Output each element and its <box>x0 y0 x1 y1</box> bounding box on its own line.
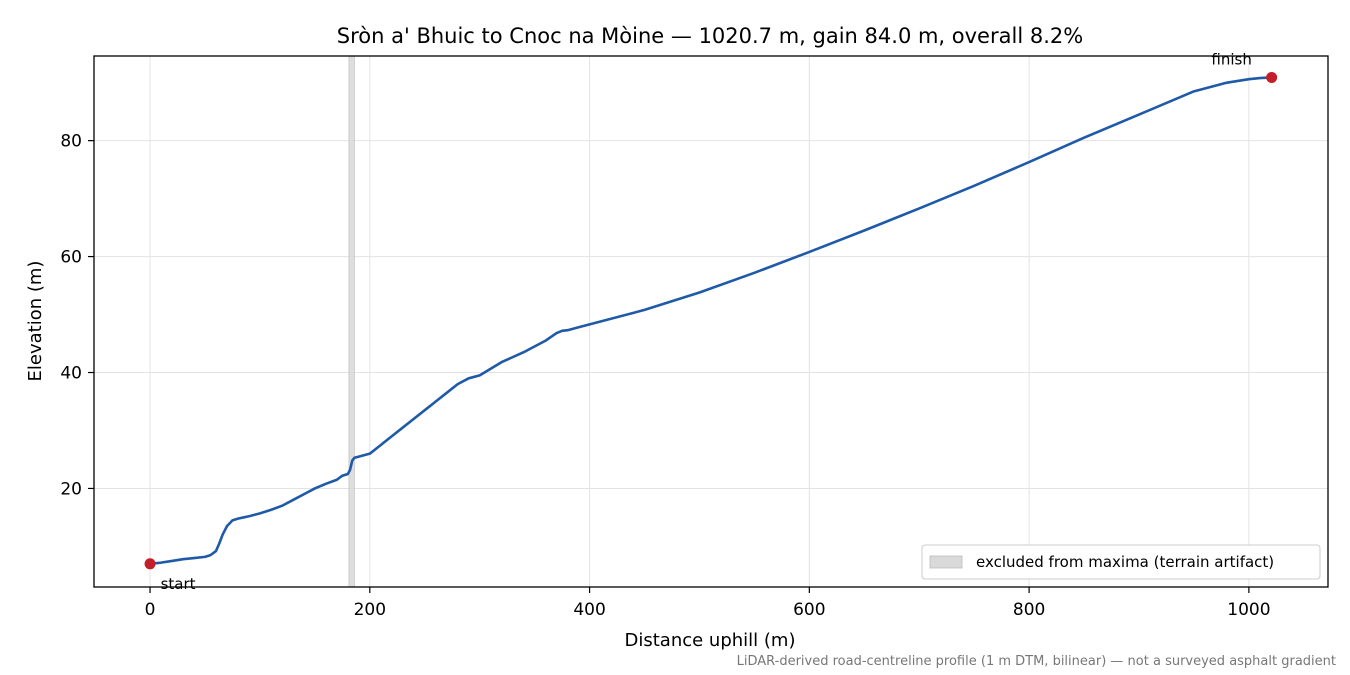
x-tick-label: 0 <box>145 600 156 620</box>
x-tick-label: 800 <box>1013 600 1045 620</box>
x-tick-label: 400 <box>573 600 605 620</box>
x-tick-label: 600 <box>793 600 825 620</box>
x-axis-label: Distance uphill (m) <box>625 630 796 651</box>
chart-title: Sròn a' Bhuic to Cnoc na Mòine — 1020.7 … <box>337 24 1083 48</box>
y-tick-label: 80 <box>60 132 82 152</box>
plot-area: start finish 0 200 400 600 800 1000 20 40 60 80 excl… <box>60 50 1329 620</box>
y-tick-label: 20 <box>60 479 82 499</box>
y-axis-label: Elevation (m) <box>25 261 46 382</box>
y-tick-label: 40 <box>60 364 82 384</box>
legend-label: excluded from maxima (terrain artifact) <box>976 553 1274 571</box>
finish-label: finish <box>1211 50 1251 68</box>
elevation-line <box>148 76 1273 566</box>
footnote: LiDAR-derived road-centreline profile (1… <box>737 654 1336 669</box>
y-tick-label: 60 <box>60 248 82 268</box>
x-tick-label: 200 <box>354 600 386 620</box>
start-label: start <box>161 575 196 593</box>
start-marker <box>144 558 156 570</box>
x-tick-label: 1000 <box>1227 600 1270 620</box>
legend-swatch <box>929 555 963 569</box>
excluded-band <box>348 55 355 588</box>
finish-marker <box>1266 71 1278 83</box>
legend-box <box>921 544 1321 580</box>
plot-frame <box>93 55 1329 588</box>
